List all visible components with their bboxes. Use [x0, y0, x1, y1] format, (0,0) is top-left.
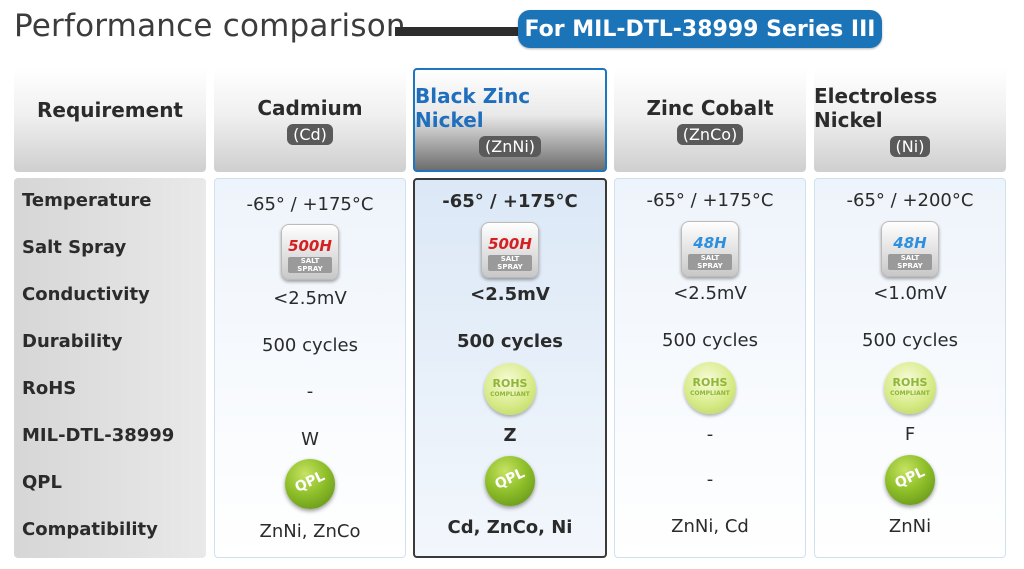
mil-code-value: Z	[503, 425, 517, 446]
salt-spray-label: SALT SPRAY	[688, 254, 732, 270]
column-electroless-nickel: -65° / +200°C 48H SALT SPRAY <1.0mV 500 …	[814, 178, 1006, 558]
requirement-mil-dtl: MIL-DTL-38999	[22, 425, 175, 446]
requirement-rohs: RoHS	[22, 378, 77, 399]
salt-spray-hours: 48H	[693, 234, 727, 252]
salt-spray-hours: 48H	[893, 234, 927, 252]
column-abbr: (Cd)	[287, 123, 333, 145]
qpl-value: -	[706, 469, 714, 490]
salt-spray-hours: 500H	[288, 237, 332, 255]
temperature-value: -65° / +175°C	[646, 190, 774, 211]
conductivity-value: <2.5mV	[673, 283, 747, 304]
salt-spray-badge: 48H SALT SPRAY	[881, 221, 939, 277]
temperature-value: -65° / +200°C	[846, 190, 974, 211]
requirement-list: Temperature Salt Spray Conductivity Dura…	[14, 178, 206, 558]
column-name: Black Zinc Nickel	[415, 83, 531, 132]
column-name: Electroless Nickel	[814, 83, 938, 132]
requirement-qpl: QPL	[22, 472, 62, 493]
durability-value: 500 cycles	[862, 330, 958, 351]
mil-code-value: W	[301, 429, 319, 450]
column-header-black-zinc-nickel: Black Zinc Nickel (ZnNi)	[413, 68, 607, 172]
column-abbr: (ZnCo)	[676, 123, 744, 145]
durability-value: 500 cycles	[662, 330, 758, 351]
salt-spray-label: SALT SPRAY	[888, 254, 932, 270]
title-divider	[395, 27, 525, 36]
mil-code-value: F	[904, 424, 916, 445]
salt-spray-badge: 500H SALT SPRAY	[481, 222, 539, 278]
requirement-header: Requirement	[14, 68, 206, 172]
column-header-cadmium: Cadmium (Cd)	[214, 68, 406, 172]
durability-value: 500 cycles	[456, 331, 563, 352]
salt-spray-label: SALT SPRAY	[488, 255, 532, 271]
qpl-badge-text: QPL	[892, 464, 928, 492]
column-abbr: (ZnNi)	[479, 135, 541, 157]
rohs-compliant-icon: ROHS COMPLIANT	[684, 362, 736, 414]
temperature-value: -65° / +175°C	[442, 191, 578, 212]
column-abbr: (Ni)	[889, 135, 931, 157]
conductivity-value: <2.5mV	[470, 284, 550, 305]
compatibility-value: Cd, ZnCo, Ni	[447, 517, 573, 538]
requirement-durability: Durability	[22, 331, 123, 352]
column-black-zinc-nickel: -65° / +175°C 500H SALT SPRAY <2.5mV 500…	[413, 178, 607, 558]
salt-spray-badge: 48H SALT SPRAY	[681, 221, 739, 277]
requirement-compatibility: Compatibility	[22, 519, 158, 540]
salt-spray-label: SALT SPRAY	[288, 257, 332, 273]
qpl-badge-icon: QPL	[485, 456, 535, 506]
column-header-zinc-cobalt: Zinc Cobalt (ZnCo)	[614, 68, 806, 172]
rohs-badge-text: ROHS	[892, 376, 928, 389]
column-header-electroless-nickel: Electroless Nickel (Ni)	[814, 68, 1006, 172]
rohs-compliant-icon: ROHS COMPLIANT	[884, 362, 936, 414]
compatibility-value: ZnNi, Cd	[671, 516, 749, 537]
conductivity-value: <1.0mV	[873, 283, 947, 304]
rohs-compliant-icon: ROHS COMPLIANT	[484, 363, 536, 415]
salt-spray-badge: 500H SALT SPRAY	[281, 224, 339, 280]
rohs-value: -	[306, 381, 314, 402]
qpl-badge-icon: QPL	[285, 459, 335, 509]
qpl-badge-icon: QPL	[885, 455, 935, 505]
temperature-value: -65° / +175°C	[246, 194, 374, 215]
rohs-badge-text: ROHS	[492, 377, 528, 390]
qpl-badge-text: QPL	[292, 468, 328, 496]
requirement-header-label: Requirement	[36, 98, 183, 122]
column-zinc-cobalt: -65° / +175°C 48H SALT SPRAY <2.5mV 500 …	[614, 178, 806, 558]
requirement-salt-spray: Salt Spray	[22, 237, 127, 258]
durability-value: 500 cycles	[262, 335, 358, 356]
page-title: Performance comparison	[14, 8, 406, 44]
requirement-temperature: Temperature	[22, 190, 152, 211]
compatibility-value: ZnNi, ZnCo	[259, 521, 361, 542]
conductivity-value: <2.5mV	[273, 288, 347, 309]
compatibility-value: ZnNi	[888, 516, 932, 537]
salt-spray-hours: 500H	[488, 235, 532, 253]
column-cadmium: -65° / +175°C 500H SALT SPRAY <2.5mV 500…	[214, 178, 406, 558]
rohs-badge-text: ROHS	[692, 376, 728, 389]
column-name: Cadmium	[257, 95, 363, 120]
rohs-badge-sub: COMPLIANT	[490, 391, 530, 398]
requirement-conductivity: Conductivity	[22, 284, 150, 305]
mil-code-value: -	[706, 424, 714, 445]
series-badge: For MIL-DTL-38999 Series III	[518, 10, 882, 48]
column-name: Zinc Cobalt	[646, 95, 774, 120]
rohs-badge-sub: COMPLIANT	[690, 390, 730, 397]
rohs-badge-sub: COMPLIANT	[890, 390, 930, 397]
qpl-badge-text: QPL	[492, 465, 528, 493]
